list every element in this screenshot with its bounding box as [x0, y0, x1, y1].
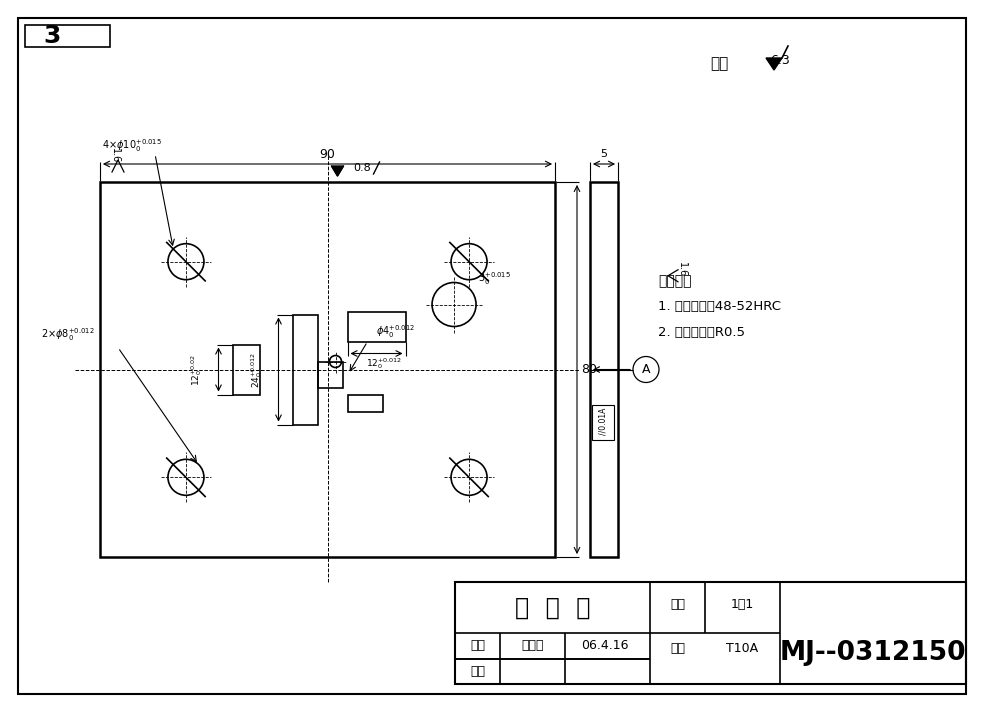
- Text: 其余: 其余: [710, 56, 728, 71]
- Text: $\phi$4$_0^{+0.012}$: $\phi$4$_0^{+0.012}$: [376, 323, 414, 340]
- Bar: [347, 312, 405, 342]
- Bar: [292, 315, 318, 424]
- Text: 2. 为注倒角为R0.5: 2. 为注倒角为R0.5: [658, 326, 745, 339]
- Text: 12$_0^{+0.02}$: 12$_0^{+0.02}$: [189, 353, 204, 386]
- Polygon shape: [766, 58, 782, 70]
- Text: 24$_0^{+0.012}$: 24$_0^{+0.012}$: [249, 352, 264, 387]
- Bar: [455, 582, 966, 684]
- Text: A: A: [642, 363, 650, 376]
- Text: 1：1: 1：1: [731, 598, 754, 611]
- Text: 制图: 制图: [470, 639, 485, 652]
- Bar: [592, 404, 614, 439]
- Text: 4×$\phi$10$_0^{+0.015}$: 4×$\phi$10$_0^{+0.015}$: [102, 137, 162, 155]
- Text: MJ--0312150: MJ--0312150: [779, 641, 966, 666]
- Text: 1. 淬火硬度为48-52HRC: 1. 淬火硬度为48-52HRC: [658, 300, 781, 313]
- Bar: [590, 182, 618, 557]
- Text: 0.8: 0.8: [353, 163, 371, 173]
- Bar: [318, 362, 342, 387]
- Text: 比例: 比例: [670, 598, 685, 611]
- Text: 06.4.16: 06.4.16: [582, 639, 629, 652]
- Text: 3$_0^{+0.015}$: 3$_0^{+0.015}$: [478, 270, 511, 287]
- Text: T10A: T10A: [726, 642, 759, 655]
- Text: 80: 80: [581, 363, 597, 376]
- Bar: [100, 182, 555, 557]
- Text: 1.6: 1.6: [677, 262, 687, 278]
- Bar: [25, 25, 110, 47]
- Text: 朱立磊: 朱立磊: [522, 639, 544, 652]
- Bar: [347, 394, 383, 412]
- Polygon shape: [332, 166, 343, 176]
- Text: 2×$\phi$8$_0^{+0.012}$: 2×$\phi$8$_0^{+0.012}$: [41, 326, 95, 343]
- Text: 3: 3: [43, 24, 61, 48]
- Text: 下  垫  板: 下 垫 板: [515, 595, 590, 619]
- Text: 1.6: 1.6: [110, 148, 120, 164]
- Text: 90: 90: [320, 147, 336, 160]
- Text: 材料: 材料: [670, 642, 685, 655]
- Text: 5: 5: [600, 149, 607, 159]
- Text: 6.3: 6.3: [770, 53, 790, 66]
- Text: 审核: 审核: [470, 665, 485, 678]
- Text: 12$_0^{+0.012}$: 12$_0^{+0.012}$: [366, 356, 402, 371]
- Text: //0.01A: //0.01A: [598, 408, 607, 435]
- Text: 技术要求: 技术要求: [658, 274, 692, 288]
- Bar: [232, 345, 260, 394]
